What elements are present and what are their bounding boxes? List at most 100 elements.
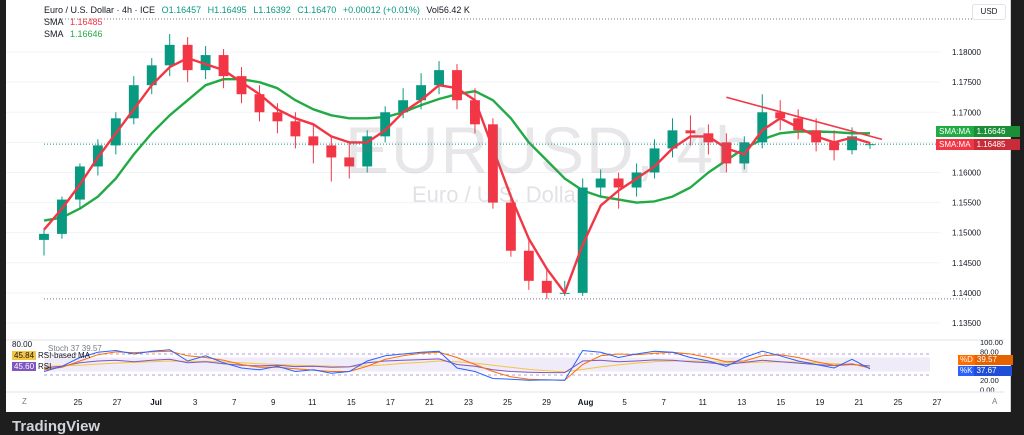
- candle-body: [595, 178, 606, 188]
- x-tick-label: 5: [622, 398, 627, 407]
- x-tick-label: 23: [464, 398, 473, 407]
- candle-body: [487, 124, 498, 203]
- watermark-symbol: EURUSD, 4h: [345, 113, 754, 187]
- legend-sma-2[interactable]: SMA 1.16646: [44, 29, 107, 39]
- x-tick-label: 27: [113, 398, 122, 407]
- candle-body: [434, 70, 444, 86]
- tradingview-logo[interactable]: TradingView: [12, 418, 101, 435]
- price-tag-sma-fast-value: 1.16485: [973, 139, 1020, 150]
- ohlc-close: C1.16470: [297, 5, 337, 15]
- x-tick-label: 29: [542, 398, 551, 407]
- candle-body: [164, 44, 175, 66]
- osc-tag-d-value: 39.57: [974, 355, 1013, 365]
- sma2-label: SMA: [44, 29, 64, 39]
- zoom-reset-button[interactable]: Z: [22, 397, 27, 406]
- candle-body: [57, 199, 67, 234]
- x-tick-label: 13: [737, 398, 746, 407]
- sma-fast-path: [43, 56, 871, 295]
- candle-body: [326, 145, 337, 158]
- candle-body: [847, 136, 857, 151]
- candle-body: [218, 55, 229, 77]
- candle-body: [452, 70, 462, 101]
- osc-tag-k-value: 37.67: [974, 366, 1013, 376]
- resistance-trendline: [726, 96, 883, 141]
- candle-body: [721, 142, 732, 164]
- osc-tag-k: %K 37.67: [958, 366, 1013, 376]
- candle-body: [775, 112, 786, 119]
- stoch-k-line: [43, 349, 871, 381]
- y-tick-label: 1.14500: [952, 259, 981, 268]
- ohlc-volume: Vol56.42 K: [426, 5, 470, 15]
- watermark-description: Euro / U.S. Dollar: [412, 182, 584, 207]
- y-tick-label: 1.15000: [952, 229, 981, 238]
- y-tick-label: 1.16000: [952, 168, 981, 177]
- osc-legend-level: 80.00: [12, 340, 33, 349]
- candle-body: [865, 144, 875, 146]
- x-tick-label: 15: [347, 398, 356, 407]
- sma-fast-line: [43, 56, 871, 295]
- candle-body: [128, 85, 139, 119]
- osc-legend-rsi-ma: 45.84 RSI-based MA: [12, 351, 90, 360]
- legend-sma-1[interactable]: SMA 1.16485: [44, 17, 107, 27]
- sma1-label: SMA: [44, 17, 64, 27]
- price-tag-sma-slow-value: 1.16646: [973, 126, 1020, 137]
- ohlc-high: H1.16495: [207, 5, 247, 15]
- x-tick-label: 7: [232, 398, 237, 407]
- x-tick-label: 25: [74, 398, 83, 407]
- y-tick-label: 1.15500: [952, 199, 981, 208]
- sma1-value: 1.16485: [70, 17, 103, 27]
- candle-body: [685, 130, 696, 134]
- candle-body: [200, 55, 211, 71]
- candle-body: [829, 142, 840, 151]
- candle-body: [470, 100, 480, 125]
- price-tag-sma-slow-label: SMA:MA: [939, 127, 971, 136]
- x-tick-label: 15: [776, 398, 785, 407]
- x-tick-label: 27: [933, 398, 942, 407]
- x-tick-label: 7: [661, 398, 666, 407]
- ohlc-low: L1.16392: [253, 5, 291, 15]
- candle-body: [236, 76, 247, 95]
- osc-tag-k-label: %K: [960, 366, 973, 375]
- candle-body: [667, 130, 678, 149]
- stoch-d-line: [43, 350, 871, 381]
- osc-rsi-label: RSI: [38, 362, 52, 371]
- candle-body: [290, 121, 301, 137]
- x-tick-label: 25: [894, 398, 903, 407]
- x-tick-label: 19: [815, 398, 824, 407]
- footer-bar: [0, 412, 1024, 435]
- trendline[interactable]: [726, 96, 883, 141]
- candle-body: [146, 65, 157, 86]
- candle-body: [649, 148, 660, 173]
- y-tick-label: 1.14000: [952, 289, 981, 298]
- currency-button[interactable]: USD: [972, 4, 1006, 20]
- x-tick-label: 11: [699, 398, 708, 407]
- price-axis: 1.180001.175001.170001.165001.160001.155…: [952, 48, 981, 328]
- osc-rsi-value: 45.60: [12, 362, 37, 371]
- x-tick-label: 3: [193, 398, 198, 407]
- osc-rsi-ma-label: RSI-based MA: [38, 351, 91, 360]
- x-tick-label: Aug: [578, 398, 594, 407]
- time-axis: 25 27 Jul 3 7 9 11 15 17 21 23 25 29 Aug 5 7 11 13 15 19 21 2…: [6, 391, 1004, 407]
- candle-body: [793, 118, 804, 131]
- auto-scale-button[interactable]: A: [992, 397, 998, 406]
- legend-ohlc[interactable]: Euro / U.S. Dollar · 4h · ICE O1.16457 H…: [44, 5, 474, 15]
- osc-legend-rsi: 45.60 RSI: [12, 362, 51, 371]
- osc-tick-label: 0.00: [980, 386, 995, 395]
- price-tag-sma-slow: SMA:MA 1.16646: [936, 126, 1020, 137]
- x-tick-label: 11: [308, 398, 317, 407]
- candle-body: [344, 157, 355, 167]
- candle-body: [613, 178, 624, 188]
- candle-body: [308, 136, 319, 146]
- x-tick-label: 21: [425, 398, 434, 407]
- candle-body: [398, 100, 409, 113]
- osc-tick-label: 100.00: [980, 338, 1003, 347]
- osc-tag-d-label: %D: [960, 355, 973, 364]
- osc-tag-d: %D 39.57: [958, 355, 1013, 365]
- candle-body: [577, 187, 588, 293]
- x-tick-label: 17: [386, 398, 395, 407]
- candle-body: [757, 112, 768, 143]
- candle-body: [505, 202, 516, 251]
- price-grid: [6, 51, 940, 324]
